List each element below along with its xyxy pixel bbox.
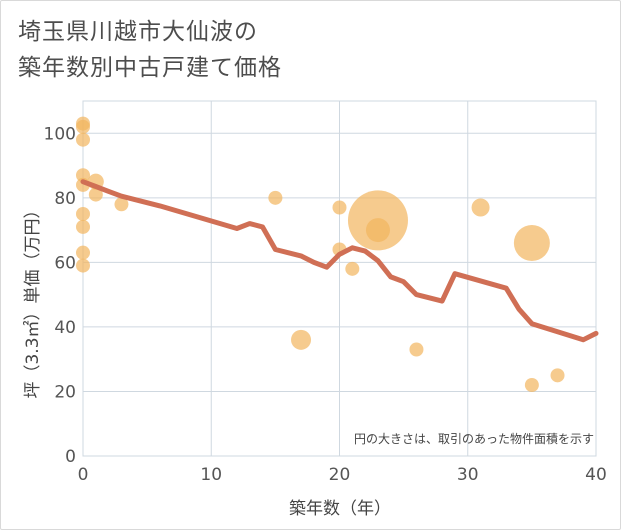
y-tick-label: 60 bbox=[54, 253, 76, 273]
bubble-point bbox=[88, 187, 103, 202]
bubble-point bbox=[291, 329, 312, 350]
bubble-point bbox=[76, 258, 90, 273]
bubble-point bbox=[550, 368, 565, 383]
y-tick-label: 40 bbox=[54, 318, 76, 338]
bubble-point bbox=[524, 378, 539, 392]
bubble-point bbox=[268, 190, 283, 205]
y-tick-label: 80 bbox=[54, 189, 76, 209]
y-axis-label: 坪（3.3㎡）単価（万円） bbox=[23, 201, 43, 398]
x-tick-label: 40 bbox=[585, 465, 607, 485]
bubble-point bbox=[409, 342, 424, 357]
size-legend-note: 円の大きさは、取引のあった物件面積を示す bbox=[354, 431, 594, 446]
bubble-point bbox=[365, 218, 390, 243]
title-line-2: 築年数別中古戸建て価格 bbox=[18, 55, 282, 81]
x-tick-label: 10 bbox=[200, 465, 222, 485]
bubble-point bbox=[114, 197, 129, 212]
x-tick-label: 30 bbox=[457, 465, 479, 485]
bubble-series bbox=[76, 116, 565, 392]
y-tick-label: 20 bbox=[54, 382, 76, 402]
trend-line bbox=[80, 179, 599, 343]
bubble-point bbox=[513, 225, 550, 261]
x-axis-label: 築年数（年） bbox=[289, 499, 391, 519]
x-tick-label: 20 bbox=[329, 465, 351, 485]
bubble-point bbox=[332, 200, 347, 215]
y-tick-label: 0 bbox=[65, 447, 76, 467]
bubble-point bbox=[76, 206, 90, 221]
bubble-point bbox=[345, 261, 360, 276]
axis-ticks: 0 10 20 30 40 0 20 40 60 80 100 bbox=[44, 124, 607, 485]
bubble-point bbox=[76, 119, 90, 134]
bubble-point bbox=[471, 198, 490, 217]
x-tick-label: 0 bbox=[78, 465, 89, 485]
bubble-point bbox=[76, 245, 90, 260]
grid-lines bbox=[82, 100, 597, 457]
title-line-1: 埼玉県川越市大仙波の bbox=[18, 19, 258, 45]
bubble-point bbox=[76, 168, 90, 183]
bubble-point bbox=[76, 132, 90, 147]
bubble-point bbox=[76, 219, 90, 234]
chart-title: 埼玉県川越市大仙波の 築年数別中古戸建て価格 bbox=[18, 14, 282, 86]
trend-series bbox=[80, 179, 599, 343]
y-tick-label: 100 bbox=[44, 124, 76, 144]
